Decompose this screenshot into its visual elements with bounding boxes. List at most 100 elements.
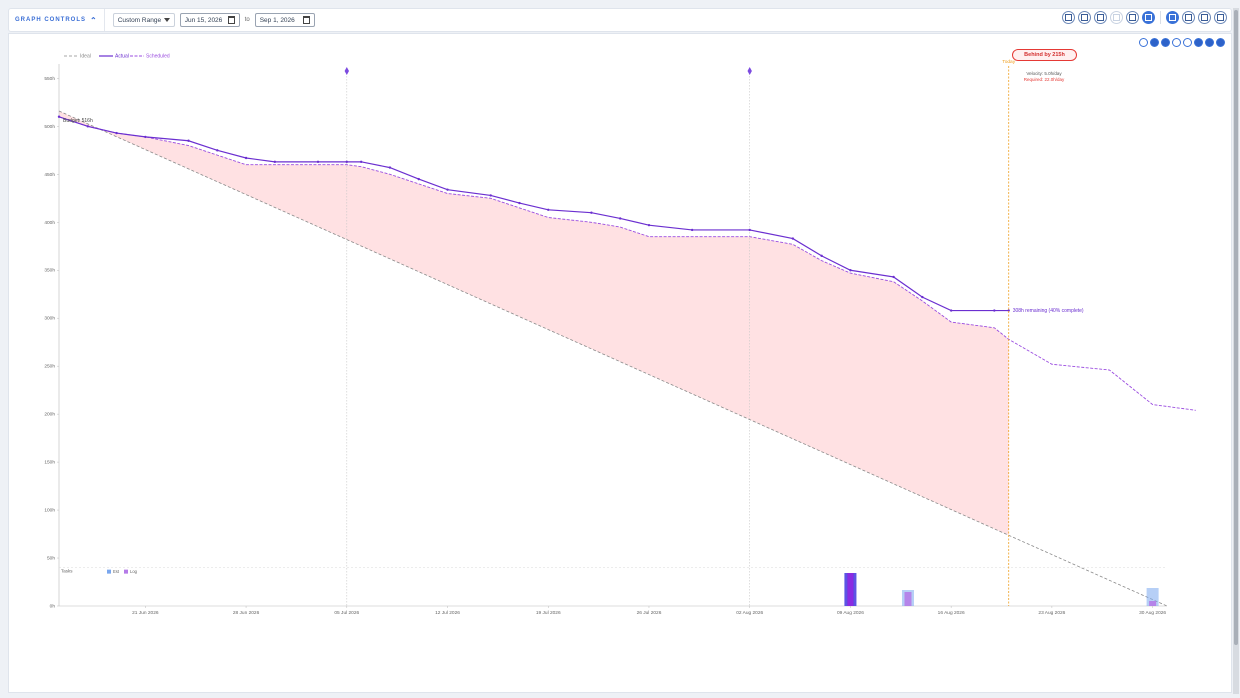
x-tick-label: 26 Jul 2026 xyxy=(637,610,662,616)
task-log-bar-active xyxy=(847,573,854,606)
x-tick-label: 23 Aug 2026 xyxy=(1038,610,1065,616)
actual-data-point xyxy=(748,228,751,232)
graph-controls-label: GRAPH CONTROLS xyxy=(15,17,86,23)
line-chart-icon[interactable] xyxy=(1062,11,1075,24)
legend-ideal-label: Ideal xyxy=(80,54,91,60)
tasks-legend-label: Log xyxy=(130,569,138,574)
burndown-chart: 0h 50h 100h 150h 200h 250h 300h 350h 400h 450h 500… xyxy=(44,54,1196,616)
end-date-input[interactable]: Sep 1, 2026 xyxy=(254,13,315,27)
range-select[interactable]: Custom Range xyxy=(112,13,175,27)
start-date-value: Jun 15, 2026 xyxy=(184,16,223,24)
y-tick-label: 50h xyxy=(47,556,55,562)
required-text: Required: 22.0h/day xyxy=(1023,77,1065,82)
bar-chart-icon[interactable] xyxy=(1094,11,1107,24)
actual-data-point xyxy=(618,217,622,220)
chart-mode-buttons xyxy=(1062,11,1227,24)
diamond-icon[interactable] xyxy=(1150,38,1159,47)
tasks-label: Tasks xyxy=(61,569,73,574)
grid-icon[interactable] xyxy=(1078,11,1091,24)
scatter-icon[interactable] xyxy=(1166,11,1179,24)
graph-controls-toolbar: GRAPH CONTROLS ⌃ Custom Range Jun 15, 20… xyxy=(8,8,1232,32)
actual-data-point xyxy=(489,194,492,197)
graph-controls-toggle[interactable]: GRAPH CONTROLS ⌃ xyxy=(9,9,105,31)
y-tick-label: 0h xyxy=(50,604,56,610)
actual-data-point xyxy=(86,125,89,128)
velocity-text: Velocity: 5.0h/day xyxy=(1026,71,1062,76)
actual-data-point xyxy=(316,160,320,164)
actual-data-point xyxy=(849,269,852,272)
scrollbar-thumb[interactable] xyxy=(1234,10,1238,645)
actual-data-point xyxy=(244,156,248,160)
tasks-legend-swatch xyxy=(107,569,111,574)
y-tick-label: 200h xyxy=(44,412,55,418)
actual-data-point xyxy=(949,309,953,312)
y-tick-label: 350h xyxy=(44,268,55,274)
actual-data-point xyxy=(216,149,219,152)
calendar-icon[interactable] xyxy=(302,16,310,24)
y-tick-label: 450h xyxy=(44,172,55,178)
y-tick-label: 150h xyxy=(44,460,55,466)
actual-data-point xyxy=(690,228,694,232)
y-tick-label: 400h xyxy=(44,220,55,226)
chevron-up-icon: ⌃ xyxy=(90,15,98,25)
x-tick-label: 09 Aug 2026 xyxy=(837,610,864,616)
print-icon[interactable] xyxy=(1216,38,1225,47)
actual-data-point xyxy=(647,223,651,227)
ideal-series-line xyxy=(58,110,1168,607)
milestone-diamond-icon xyxy=(747,67,752,75)
y-tick-label: 100h xyxy=(44,508,55,514)
actual-data-point xyxy=(57,115,61,118)
tasks-legend-label: Est xyxy=(113,569,120,574)
legend-actual-label: Actual xyxy=(115,54,129,60)
percent-icon[interactable] xyxy=(1110,11,1123,24)
layers-icon[interactable] xyxy=(1161,38,1170,47)
pin-icon[interactable] xyxy=(1182,11,1195,24)
percent-toggle-icon[interactable] xyxy=(1172,38,1181,47)
actual-data-point xyxy=(1007,309,1010,312)
x-tick-label: 28 Jun 2026 xyxy=(233,610,260,616)
task-log-bar xyxy=(904,592,912,606)
actual-data-point xyxy=(547,208,550,212)
actual-data-point xyxy=(892,275,895,279)
task-log-bar xyxy=(1149,601,1157,606)
chart-panel: Behind by 215h Velocity: 5.0h/day Requir… xyxy=(8,33,1232,693)
scrollbar[interactable] xyxy=(1233,8,1239,694)
remaining-label: 308h remaining (40% complete) xyxy=(1013,308,1084,314)
sparkle-icon[interactable] xyxy=(1126,11,1139,24)
end-date-value: Sep 1, 2026 xyxy=(259,16,295,24)
start-date-input[interactable]: Jun 15, 2026 xyxy=(179,13,240,27)
actual-data-point xyxy=(518,201,521,205)
save-icon[interactable] xyxy=(1205,38,1214,47)
x-tick-label: 05 Jul 2026 xyxy=(334,610,359,616)
x-tick-label: 02 Aug 2026 xyxy=(736,610,763,616)
range-select-value: Custom Range xyxy=(117,16,162,24)
trend-icon[interactable] xyxy=(1142,11,1155,24)
to-label: to xyxy=(244,17,250,23)
calendar-icon[interactable] xyxy=(227,16,235,24)
x-tick-label: 19 Jul 2026 xyxy=(536,610,561,616)
actual-data-point xyxy=(820,254,823,258)
x-tick-label: 12 Jul 2026 xyxy=(435,610,460,616)
status-badge: Behind by 215h xyxy=(1012,49,1077,61)
actual-data-point xyxy=(417,177,420,181)
actual-data-point xyxy=(993,309,996,312)
scale-icon[interactable] xyxy=(1139,38,1148,47)
actual-series-line xyxy=(58,116,1009,312)
actual-data-point xyxy=(388,166,392,169)
refresh-icon[interactable] xyxy=(1183,38,1192,47)
actual-data-point xyxy=(187,139,190,142)
x-tick-label: 16 Aug 2026 xyxy=(938,610,965,616)
help-icon[interactable] xyxy=(1214,11,1227,24)
download-icon[interactable] xyxy=(1198,11,1211,24)
toolbar-divider xyxy=(1160,11,1161,24)
table-icon[interactable] xyxy=(1194,38,1203,47)
budget-label: Budget: 516h xyxy=(63,118,93,124)
scheduled-series-line xyxy=(58,116,1196,411)
y-tick-label: 550h xyxy=(44,76,55,82)
actual-data-point xyxy=(345,160,348,164)
actual-data-point xyxy=(273,160,277,164)
chart-options-bar xyxy=(1139,38,1225,47)
legend-scheduled-label: Scheduled xyxy=(146,54,170,60)
chevron-down-icon xyxy=(163,18,170,22)
actual-data-point xyxy=(590,211,593,214)
